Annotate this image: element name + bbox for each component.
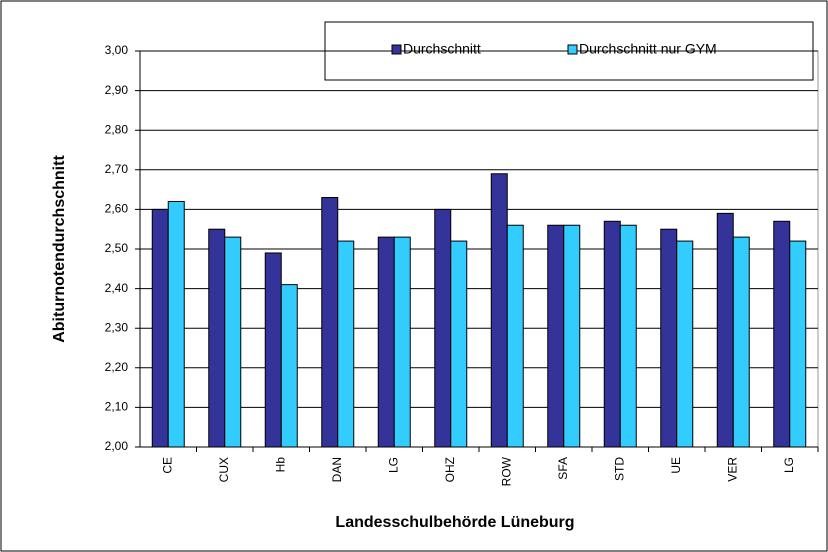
y-tick-label: 3,00 — [105, 43, 129, 57]
legend-label: Durchschnitt nur GYM — [579, 41, 717, 57]
bar — [377, 236, 395, 448]
bar — [773, 220, 791, 448]
y-axis-title: Abiturnotendurchschnitt — [51, 155, 68, 343]
y-tick-label: 2,60 — [105, 202, 129, 216]
y-tick-label: 2,70 — [105, 162, 129, 176]
x-tick-label: LG — [386, 457, 400, 473]
bar — [450, 240, 468, 448]
x-tick-label: ROW — [499, 456, 513, 486]
bar — [603, 220, 621, 448]
x-tick-label: DAN — [330, 457, 344, 482]
x-tick-label: CE — [160, 457, 174, 474]
bar — [264, 252, 282, 448]
y-tick-label: 2,20 — [105, 360, 129, 374]
x-tick-label: SFA — [556, 457, 570, 480]
x-tick-label: CUX — [217, 457, 231, 482]
y-tick-label: 2,90 — [105, 83, 129, 97]
y-tick-label: 2,50 — [105, 241, 129, 255]
legend-swatch — [391, 44, 402, 55]
bar — [490, 173, 508, 448]
x-tick-label: VER — [725, 457, 739, 482]
legend-swatch — [567, 44, 578, 55]
x-tick-label: OHZ — [443, 457, 457, 482]
bar — [434, 208, 452, 448]
bar — [619, 224, 637, 448]
bar — [167, 200, 185, 448]
bar — [732, 236, 750, 448]
bar — [660, 228, 678, 448]
bar — [547, 224, 565, 448]
x-tick-label: STD — [612, 457, 626, 481]
bar — [280, 284, 298, 448]
y-tick-label: 2,40 — [105, 281, 129, 295]
bar — [224, 236, 242, 448]
bar — [393, 236, 411, 448]
x-axis-title: Landesschulbehörde Lüneburg — [335, 514, 574, 531]
bar — [151, 208, 169, 448]
x-tick-label: LG — [782, 457, 796, 473]
x-tick-label: UE — [669, 457, 683, 474]
y-tick-label: 2,00 — [105, 439, 129, 453]
legend-label: Durchschnitt — [403, 41, 481, 57]
bar — [676, 240, 694, 448]
y-tick-label: 2,30 — [105, 320, 129, 334]
x-tick-label: Hb — [273, 457, 287, 473]
bar — [321, 197, 339, 448]
bar — [789, 240, 807, 448]
bar — [506, 224, 524, 448]
bar — [337, 240, 355, 448]
bar — [208, 228, 226, 448]
bar — [563, 224, 581, 448]
bar — [716, 212, 734, 448]
y-tick-label: 2,80 — [105, 122, 129, 136]
y-tick-label: 2,10 — [105, 400, 129, 414]
